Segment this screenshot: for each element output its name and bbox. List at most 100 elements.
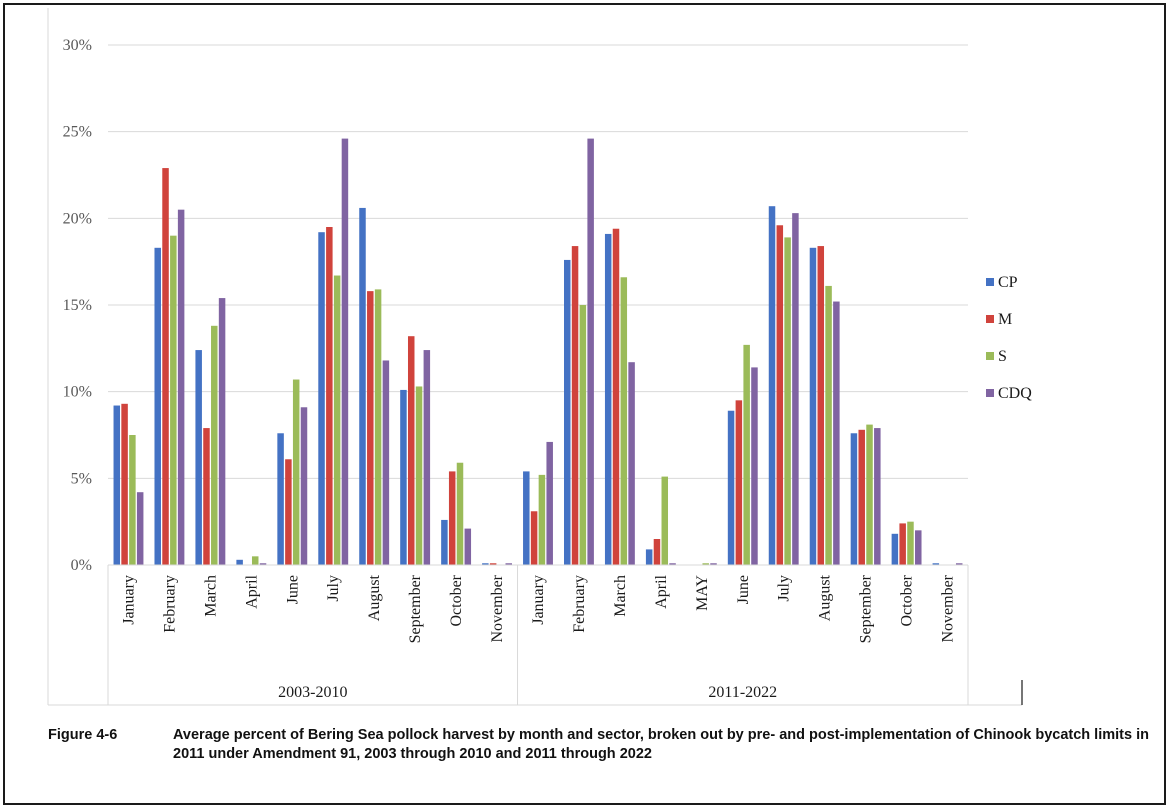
x-tick-label: February [161,575,178,633]
bar-cp-12 [604,233,612,565]
bar-cdq-16 [792,213,799,565]
bar-s-7 [415,386,423,565]
bar-m-1 [162,168,169,565]
bar-cdq-1 [177,209,185,566]
group-label: 2011-2022 [708,684,777,701]
bar-m-0 [121,403,128,565]
bar-s-0 [129,435,136,565]
bar-m-11 [571,246,579,565]
bar-m-2 [203,428,210,565]
bar-cp-13 [645,549,653,565]
bar-s-19 [907,521,914,565]
bar-m-18 [858,429,865,565]
bar-s-3 [251,556,259,565]
x-tick-label: November [489,574,506,642]
legend-swatch-cdq [986,389,994,397]
figure-number: Figure 4-6 [48,727,118,743]
bar-cp-4 [277,433,284,565]
bar-s-16 [784,237,791,565]
bar-s-2 [211,325,218,565]
bar-m-4 [285,459,292,565]
y-tick-label: 5% [71,470,92,487]
bar-cp-0 [113,405,121,565]
x-tick-label: November [940,574,957,642]
bar-cp-6 [359,207,366,565]
bar-m-10 [530,511,538,565]
x-tick-label: October [899,574,916,626]
bar-cdq-5 [341,138,349,565]
bar-cdq-12 [628,362,635,565]
bar-chart: 0% 5% 10% 15% 20% 25% 30% January February March A… [47,8,1032,706]
bar-cdq-7 [423,350,431,565]
bar-cp-9 [482,563,489,565]
bar-m-7 [407,336,415,565]
bar-m-9 [489,563,497,565]
legend-label-s: S [998,348,1007,365]
x-tick-label: January [530,575,547,625]
bar-s-15 [743,344,750,565]
x-tick-label: March [202,575,219,617]
legend-swatch-s [986,352,994,360]
x-tick-label: March [612,575,629,617]
y-tick-label: 10% [63,384,92,401]
bar-s-5 [333,275,341,565]
x-tick-label: September [858,574,875,643]
bar-s-17 [825,285,832,565]
bar-m-19 [899,523,906,565]
bar-s-13 [661,476,669,565]
x-tick-label: July [325,575,342,602]
bar-m-13 [653,539,661,565]
bar-s-6 [374,289,382,565]
bar-m-5 [326,227,333,565]
bar-s-12 [620,277,628,565]
bar-s-8 [456,462,464,565]
bar-m-15 [735,400,743,565]
bar-cp-18 [850,433,858,565]
bar-cdq-4 [300,407,308,565]
bar-cp-7 [400,389,407,565]
x-tick-label: October [448,574,465,626]
bar-m-12 [612,228,620,566]
legend-label-cp: CP [998,274,1018,291]
bar-cdq-17 [833,301,840,565]
bar-cp-20 [932,563,940,565]
x-tick-label: January [121,575,138,625]
bar-cdq-3 [259,563,267,565]
x-tick-label: June [735,575,752,604]
bar-s-10 [538,474,546,565]
bar-cp-2 [195,350,202,565]
y-tick-label: 15% [63,297,92,314]
y-tick-label: 25% [63,124,92,141]
bar-cp-8 [441,519,448,565]
bar-cdq-11 [587,138,594,565]
bar-cp-10 [523,471,530,565]
figure-caption: Figure 4-6 Average percent of Bering Sea… [48,726,1158,764]
bar-cp-19 [891,533,899,565]
x-tick-label: June [284,575,301,604]
figure-caption-text: Average percent of Bering Sea pollock ha… [173,727,1149,762]
bar-cdq-14 [710,563,717,565]
x-tick-label: September [407,574,424,643]
bar-s-18 [866,424,873,565]
legend-swatch-m [986,315,994,323]
x-tick-label: April [243,574,260,608]
legend-label-m: M [998,311,1012,328]
y-tick-label: 0% [71,557,92,574]
bar-s-14 [702,563,709,565]
bar-m-16 [776,225,784,565]
x-tick-label: August [817,574,834,621]
y-tick-label: 30% [63,37,92,54]
x-tick-label: July [776,575,793,602]
legend-swatch-cp [986,278,994,286]
bar-cdq-2 [218,298,226,565]
bar-cp-17 [809,247,817,566]
x-tick-label: February [571,575,588,633]
bar-cp-1 [154,247,161,566]
x-tick-label: August [366,574,383,621]
x-tick-label: April [653,574,670,608]
bar-cdq-10 [546,441,553,565]
bar-cdq-8 [464,528,472,565]
bar-cdq-13 [669,563,676,565]
bar-cdq-19 [915,530,922,565]
bar-cdq-6 [382,360,390,565]
